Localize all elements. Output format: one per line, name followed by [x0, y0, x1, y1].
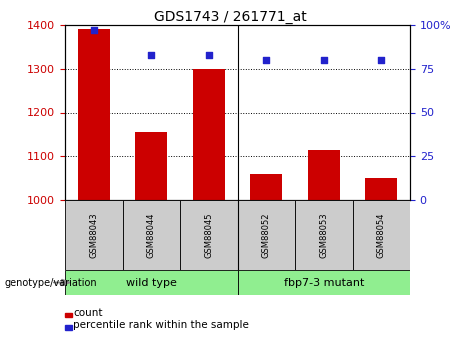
Point	[320, 57, 327, 63]
Text: count: count	[73, 308, 102, 318]
FancyBboxPatch shape	[237, 270, 410, 295]
FancyBboxPatch shape	[123, 200, 180, 270]
FancyBboxPatch shape	[65, 200, 123, 270]
Point	[90, 28, 97, 33]
Text: GDS1743 / 261771_at: GDS1743 / 261771_at	[154, 10, 307, 24]
Bar	[136, 132, 167, 200]
Bar	[250, 174, 282, 200]
FancyBboxPatch shape	[180, 200, 237, 270]
Bar	[308, 150, 340, 200]
Text: GSM88043: GSM88043	[89, 212, 98, 258]
Bar	[193, 69, 225, 200]
Point	[205, 52, 213, 58]
Point	[378, 57, 385, 63]
Bar	[78, 29, 110, 200]
Text: genotype/variation: genotype/variation	[5, 277, 97, 287]
Text: GSM88053: GSM88053	[319, 212, 328, 258]
Text: GSM88054: GSM88054	[377, 212, 386, 258]
Text: GSM88045: GSM88045	[204, 212, 213, 258]
FancyArrow shape	[53, 279, 70, 286]
Text: GSM88052: GSM88052	[262, 212, 271, 258]
FancyBboxPatch shape	[65, 270, 237, 295]
Point	[148, 52, 155, 58]
Point	[263, 57, 270, 63]
Bar	[366, 178, 397, 200]
FancyBboxPatch shape	[237, 200, 295, 270]
Text: fbp7-3 mutant: fbp7-3 mutant	[284, 277, 364, 287]
FancyBboxPatch shape	[353, 200, 410, 270]
Text: wild type: wild type	[126, 277, 177, 287]
FancyBboxPatch shape	[295, 200, 353, 270]
Text: percentile rank within the sample: percentile rank within the sample	[73, 320, 249, 330]
Text: GSM88044: GSM88044	[147, 212, 156, 258]
